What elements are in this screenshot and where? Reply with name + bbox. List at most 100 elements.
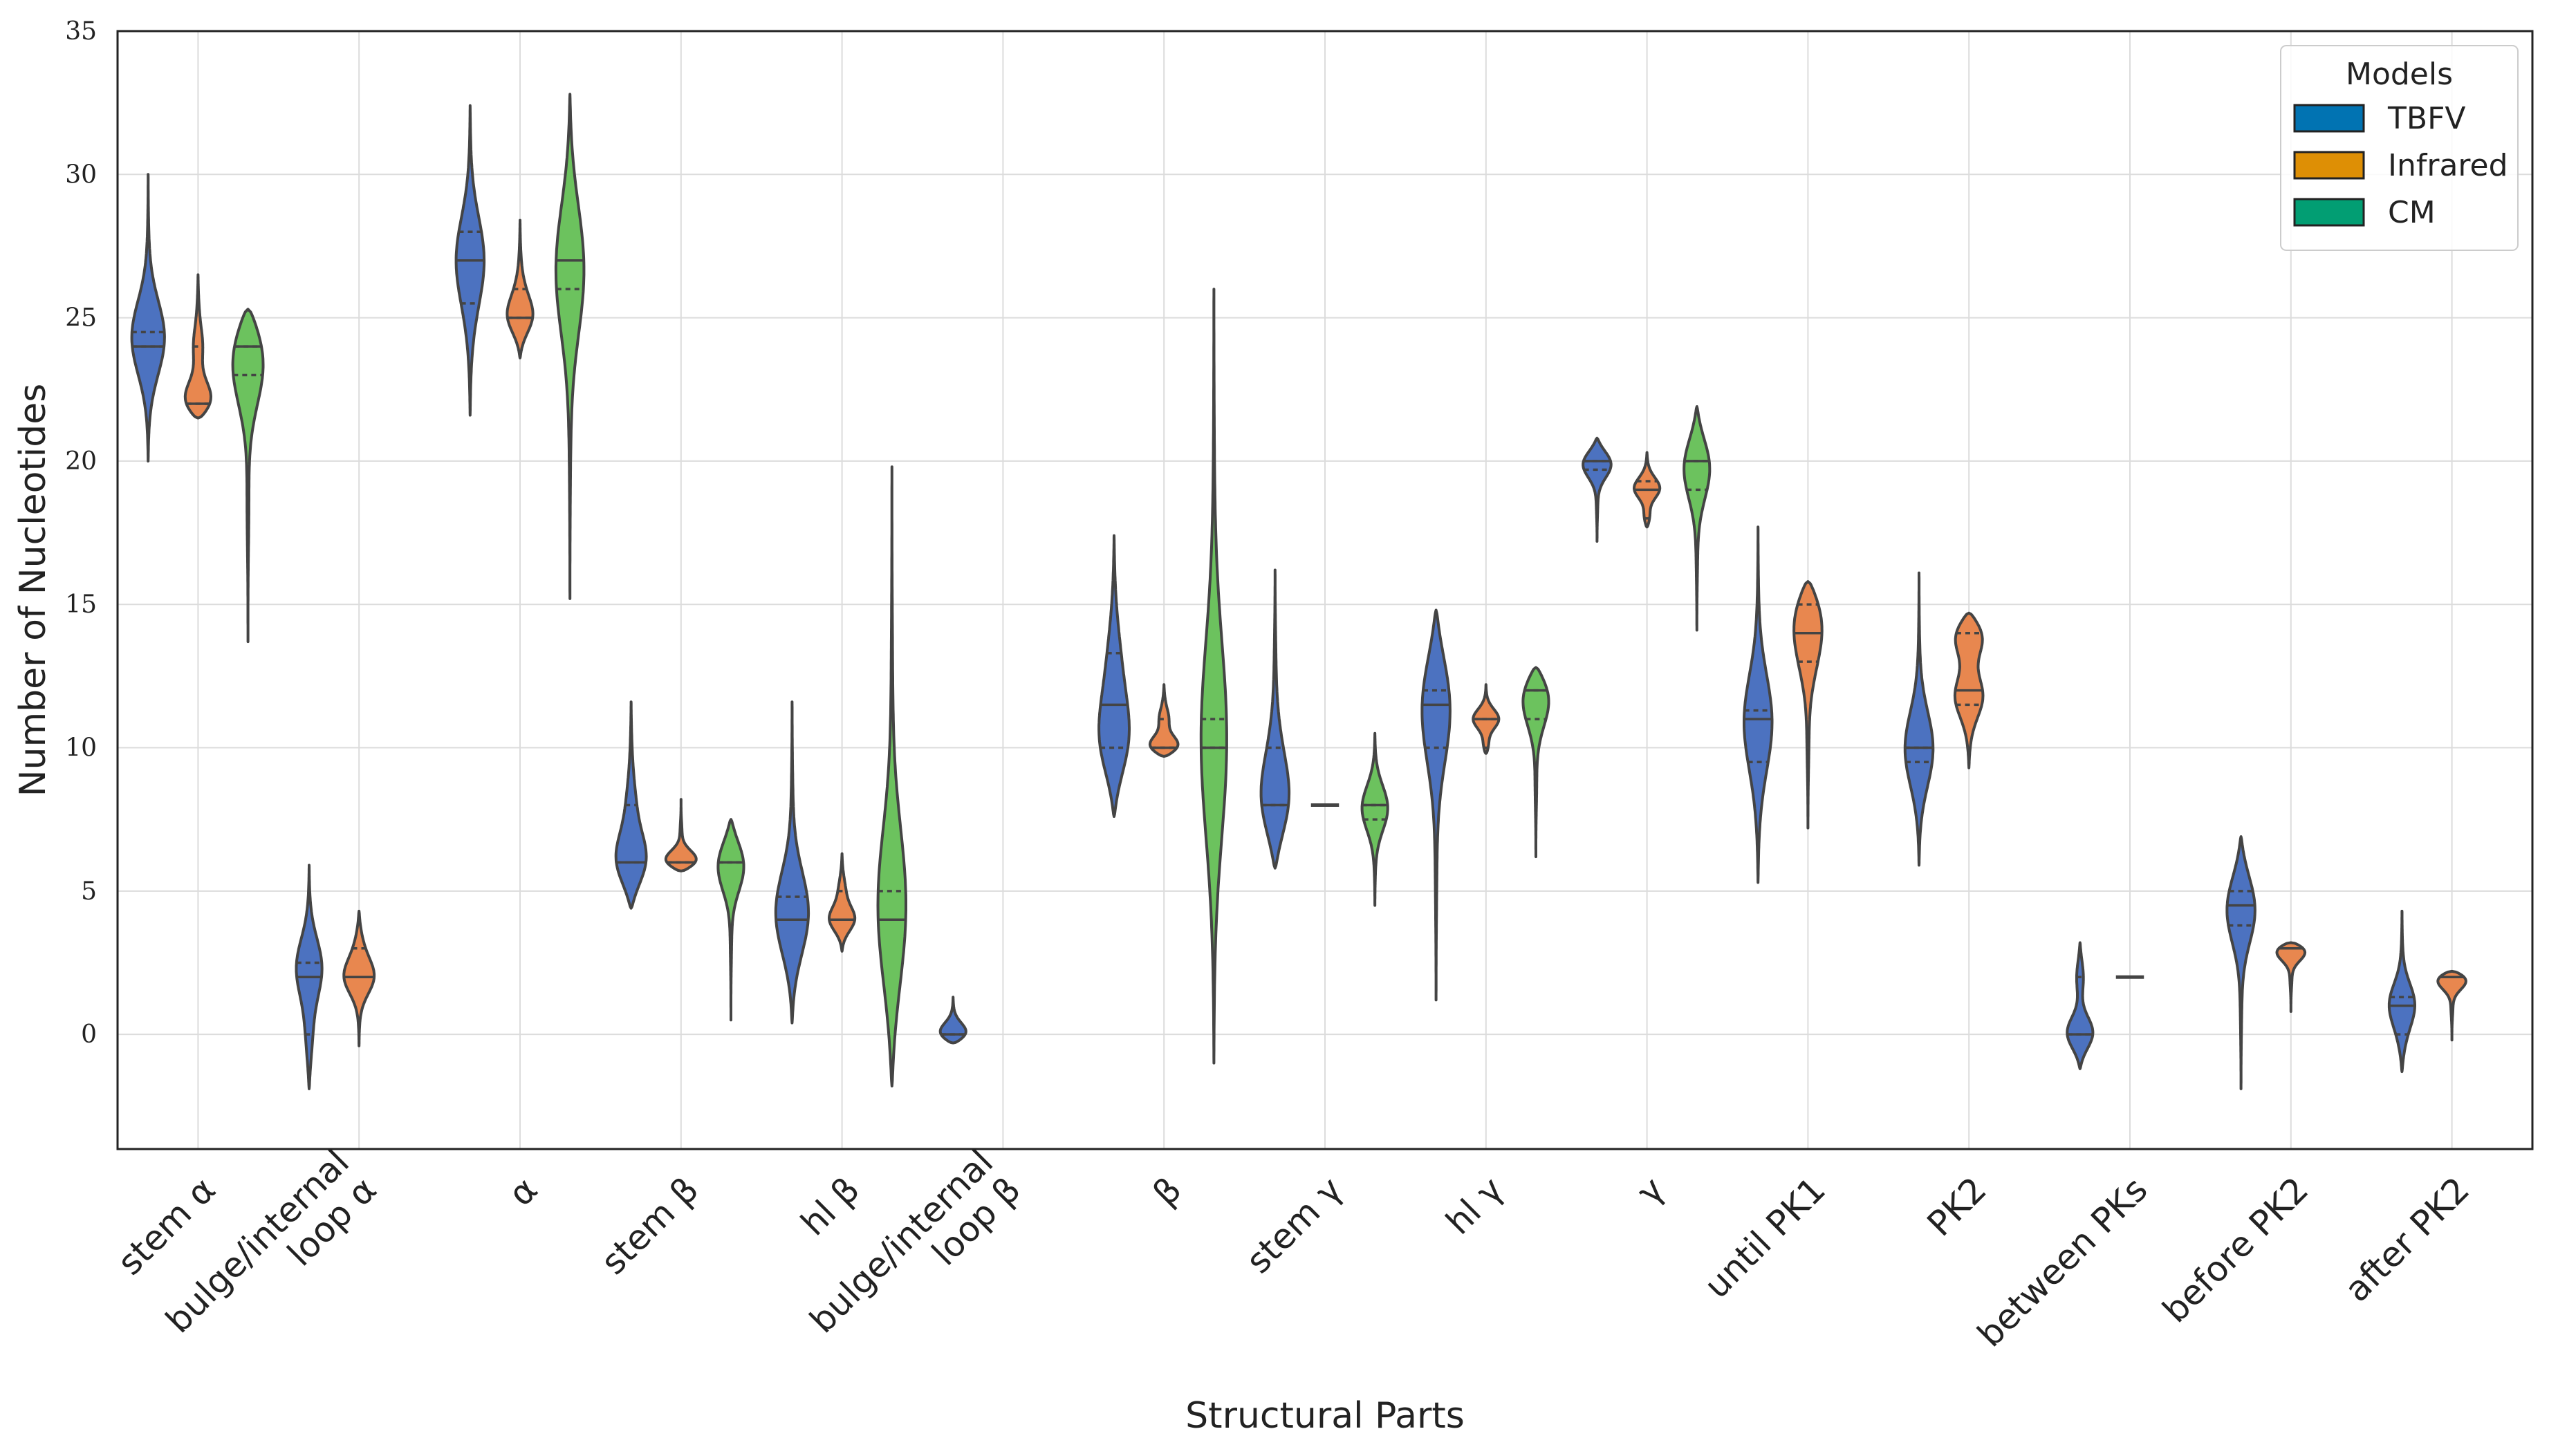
violin-cm-cat-0 [231,308,265,644]
violin-tbfv-cat-9 [1582,436,1613,543]
legend-swatch [2293,104,2365,133]
plot-frame [116,30,2534,1150]
violin-cm-cat-9 [1683,405,1712,632]
legend-items: TBFV Infrared CM [2293,101,2508,230]
violin-cm-cat-8 [1521,666,1550,859]
x-tick-label: after PK2 [2337,1169,2477,1309]
violin-body [342,909,376,1047]
violin-body [130,173,166,463]
violin-body [1259,568,1291,870]
violin-body [1903,571,1935,867]
violin-cm-cat-7 [1360,731,1389,907]
violin-body [1521,666,1550,859]
legend: Models TBFV Infrared CM [2280,45,2519,251]
violin-body [828,852,857,953]
violin-tbfv-cat-14 [2387,909,2416,1074]
violin-cm-cat-4 [876,465,907,1088]
violin-body [2387,909,2416,1074]
violin-tbfv-cat-8 [1420,608,1452,1002]
y-tick-label: 30 [65,160,97,189]
violin-body [1148,683,1180,758]
violin-infrared-cat-14 [2436,969,2467,1042]
legend-item-cm: CM [2293,195,2436,230]
violin-cm-cat-6 [1199,288,1228,1065]
x-tick-label: PK2 [1920,1169,1994,1244]
violin-infrared-cat-13 [2275,941,2307,1013]
legend-label: Infrared [2388,148,2508,183]
violin-tbfv-cat-0 [130,173,166,463]
y-tick-label: 20 [65,447,97,476]
violin-infrared-cat-10 [1792,580,1824,830]
violin-infrared-cat-8 [1472,683,1501,755]
y-tick-label: 5 [81,877,97,906]
x-tick-label: before PK2 [2155,1169,2316,1330]
violin-tbfv-cat-11 [1903,571,1935,867]
x-tick-label: β [1145,1169,1189,1213]
x-tick-label: between PKs [1969,1169,2155,1354]
violin-tbfv-cat-10 [1743,525,1774,884]
violin-infrared-cat-2 [506,218,535,360]
violin-body [614,700,648,910]
legend-title: Models [2346,57,2453,92]
violin-tbfv-cat-3 [614,700,648,910]
violin-tbfv-cat-12 [2066,941,2095,1070]
x-tick-label: hl γ [1438,1169,1511,1242]
violin-tbfv-cat-13 [2225,835,2256,1090]
x-tick-label: stem β [593,1169,706,1282]
violin-body [664,798,698,872]
violin-body [554,93,586,600]
violin-body [716,818,745,1022]
violin-body [506,218,535,360]
y-tick-label: 35 [65,17,97,46]
legend-label: TBFV [2387,101,2465,136]
violin-tbfv-cat-6 [1097,534,1131,818]
y-tick-labels: 0 5 10 15 20 25 30 35 [65,17,97,1049]
y-tick-label: 10 [65,734,97,763]
violin-body [2436,969,2467,1042]
violin-cm-cat-3 [716,818,745,1022]
violin-body [1743,525,1774,884]
y-tick-label: 0 [81,1020,97,1049]
violin-body [1582,436,1613,543]
violin-body [1792,580,1824,830]
x-axis-title: Structural Parts [1185,1395,1465,1437]
violin-body [1420,608,1452,1002]
violin-body [2275,941,2307,1013]
x-tick-label: until PK1 [1696,1169,1833,1306]
violin-infrared-cat-4 [828,852,857,953]
violin-cm-cat-2 [554,93,586,600]
violin-infrared-cat-0 [183,273,212,420]
violin-tbfv-cat-2 [454,104,486,417]
violin-layer [130,93,2467,1090]
y-tick-label: 15 [65,590,97,619]
grid-layer [118,30,2532,1149]
violin-tbfv-cat-4 [774,700,810,1025]
violin-body [2066,941,2095,1070]
legend-item-infrared: Infrared [2293,148,2508,183]
violin-body [774,700,810,1025]
y-tick-label: 25 [65,304,97,333]
legend-swatch [2293,151,2365,180]
violin-infrared-cat-9 [1633,451,1662,529]
legend-item-tbfv: TBFV [2293,101,2465,136]
violin-tbfv-cat-7 [1259,568,1291,870]
violin-infrared-cat-6 [1148,683,1180,758]
violin-body [1683,405,1712,632]
violin-body [2225,835,2256,1090]
violin-body [938,996,967,1045]
legend-label: CM [2388,195,2436,230]
x-tick-label: stem γ [1239,1169,1351,1281]
violin-infrared-cat-3 [664,798,698,872]
violin-body [1199,288,1228,1065]
x-tick-label: hl β [793,1169,867,1243]
violin-body [231,308,265,644]
violin-body [1097,534,1131,818]
violin-tbfv-cat-5 [938,996,967,1045]
violin-tbfv-cat-1 [295,864,324,1090]
violin-body [876,465,907,1088]
y-axis-title: Number of Nucleotides [12,384,54,797]
violin-infrared-cat-1 [342,909,376,1047]
